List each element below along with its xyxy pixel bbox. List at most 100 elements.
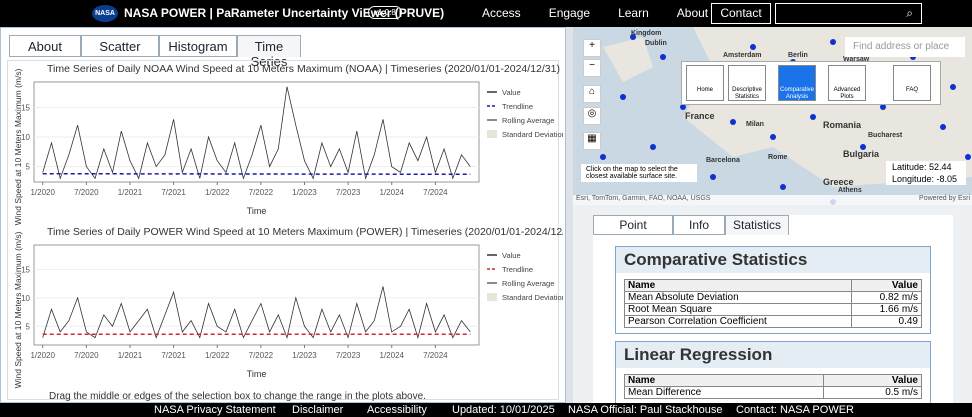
plot-background [33,244,480,346]
footer-link[interactable]: NASA Privacy Statement [154,404,276,416]
header-cell: Value [822,374,922,387]
site-marker[interactable] [750,44,756,50]
stats-tab[interactable]: Point [593,215,673,235]
section-title: Linear Regression [616,342,930,368]
stats-table: Name Value Mean Difference 0.5 m/s [624,374,922,399]
site-marker[interactable] [730,119,736,125]
table-cell: Root Mean Square [624,303,852,316]
site-marker[interactable] [780,184,786,190]
header-cell: Name [624,279,852,292]
map-search[interactable]: Find address or place [845,37,965,57]
y-tick-label: 15 [21,265,30,274]
footer-link[interactable]: Accessibility [367,404,427,416]
x-tick-label: 1/2021 [118,188,143,197]
tab[interactable]: About [9,35,81,57]
map-label: Milan [746,121,764,128]
map-control[interactable]: + [583,39,601,57]
x-tick-label: 7/2020 [74,188,99,197]
site-marker[interactable] [950,84,956,90]
x-tick-label: 1/2020 [30,188,55,197]
site-marker[interactable] [880,104,886,110]
legend-label: Trendline [502,102,533,111]
site-marker[interactable] [860,144,866,150]
series-line [42,286,471,340]
logo[interactable]: NASA [92,5,118,22]
x-tick-label: 7/2024 [423,188,448,197]
stats-section: Linear Regression Name Value Mean Differenc… [615,341,931,411]
site-marker[interactable] [650,144,656,150]
toolbar-button[interactable]: FAQ [893,65,931,101]
nav-item[interactable]: Engage [548,6,591,20]
stats-tab[interactable]: Statistics [725,215,789,235]
site-marker[interactable] [680,104,686,110]
footer-link[interactable]: Contact: NASA POWER [736,404,854,416]
nav-item[interactable]: About [676,6,709,20]
site-marker[interactable] [770,134,776,140]
map-hint: Click on the map to select the closest a… [581,164,697,182]
toolbar-button[interactable]: Home [686,65,724,101]
nav-item[interactable]: Access [482,6,521,20]
y-tick-label: 10 [21,133,30,142]
site-marker[interactable] [660,54,666,60]
site-marker[interactable] [620,94,626,100]
toolbar-button[interactable]: Comparative Analysis [778,65,816,101]
site-marker[interactable] [965,154,971,160]
table-cell: 0.82 m/s [850,291,923,304]
map-control[interactable]: − [583,59,601,77]
y-tick-label: 15 [21,103,30,112]
header-cell: Name [624,374,824,387]
series-line [42,172,471,176]
table-header: Name Value [624,374,922,387]
footer-link[interactable]: Disclaimer [292,404,344,416]
legend-label: Trendline [502,265,533,274]
table-cell: Pearson Correlation Coefficient [624,315,852,328]
nav: Access Engage Learn About [482,6,736,20]
toolbar-button[interactable]: Advanced Plots [828,65,866,101]
site-marker[interactable] [710,174,716,180]
nav-item[interactable]: Learn [618,6,649,20]
map-control[interactable]: ⌂ [583,85,601,103]
tab[interactable]: Time Series [237,35,301,69]
attribution: Esri, TomTom, Garmin, FAO, NOAA, USGS [573,195,972,205]
map-control[interactable]: ◎ [583,107,601,125]
x-tick-label: 7/2021 [161,188,186,197]
range-note: Drag the middle or edges of the selectio… [49,391,426,402]
tab[interactable]: Scatter [81,35,159,57]
map-label: Berlin [788,52,808,59]
map-label: Barcelona [706,157,740,164]
site-marker[interactable] [630,34,636,40]
chart-title: Time Series of Daily NOAA Wind Speed at … [47,63,560,75]
legend-label: Value [502,251,521,260]
chart: Time Series of Daily NOAA Wind Speed at … [13,63,563,225]
section-title: Comparative Statistics [616,247,930,273]
tab[interactable]: Histogram [159,35,237,57]
footer: NASA Privacy Statement Disclaimer Accessib… [0,403,972,417]
search-box[interactable]: ⌕ [775,3,922,24]
map-control[interactable]: ▦ [583,132,601,150]
x-tick-label: 7/2023 [336,351,361,360]
x-tick-label: 1/2024 [380,188,405,197]
x-tick-label: 1/2022 [205,351,230,360]
map-label: France [685,111,715,121]
contact-button[interactable]: Contact [711,3,771,24]
plot-background [33,81,480,183]
footer-link[interactable]: NASA Official: Paul Stackhouse [568,404,723,416]
map-label: Romania [823,120,862,130]
y-tick-label: 10 [21,294,30,303]
legend-label: Rolling Average [502,279,554,288]
table-header: Name Value [624,279,923,292]
site-marker[interactable] [830,39,836,45]
app-title: NASA POWER | PaRameter Uncertainty ViEwe… [124,6,445,20]
stats-tab[interactable]: Info [673,215,725,235]
toolbar-button[interactable]: Descriptive Statistics [728,65,766,101]
site-marker[interactable] [810,114,816,120]
site-marker[interactable] [600,154,606,160]
legend-swatch [487,293,497,301]
legend-label: Rolling Average [502,116,554,125]
site-marker[interactable] [940,124,946,130]
chart-title: Time Series of Daily POWER Wind Speed at… [47,226,563,238]
legend-label: Standard Deviation [502,293,563,302]
table-cell: 0.5 m/s [822,386,922,399]
table-cell: Mean Absolute Deviation [624,291,852,304]
